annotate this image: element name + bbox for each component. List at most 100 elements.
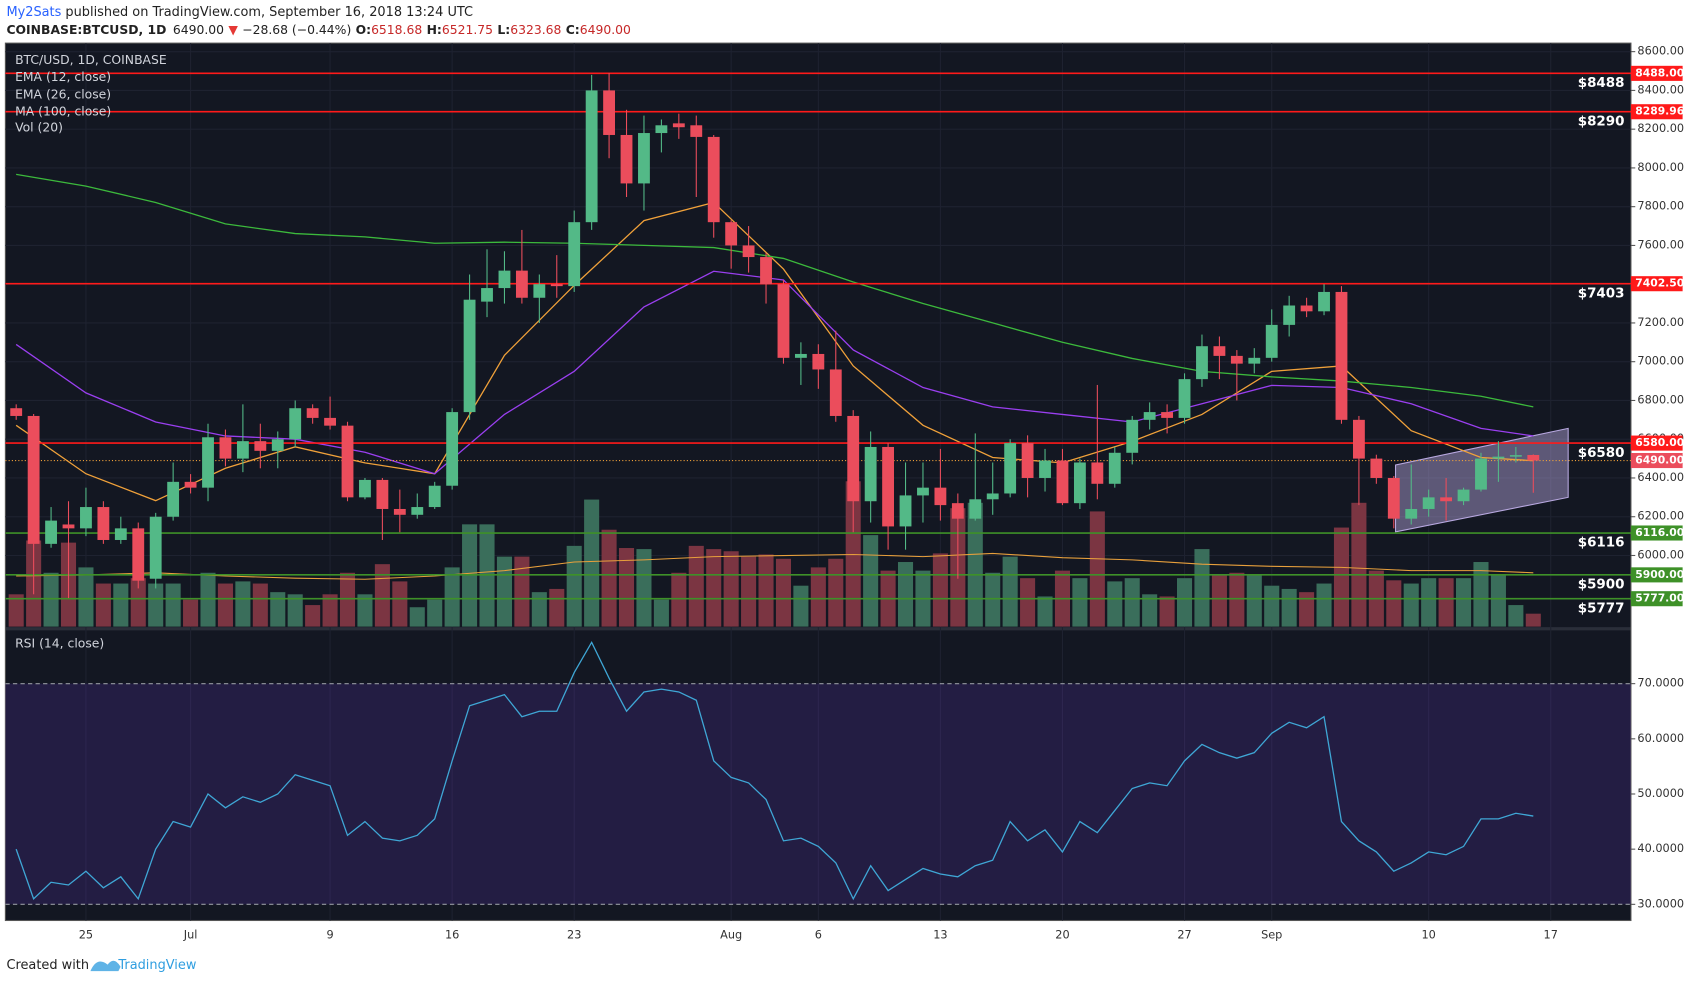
level-axis-box bbox=[1630, 65, 1683, 81]
candle-body bbox=[550, 284, 563, 287]
volume-bar bbox=[1421, 578, 1437, 627]
candle-body bbox=[202, 437, 214, 488]
candle-body bbox=[97, 507, 110, 540]
volume-bar bbox=[845, 481, 861, 627]
volume-bar bbox=[1438, 578, 1454, 627]
candle-body bbox=[533, 284, 546, 298]
volume-bar bbox=[1299, 592, 1315, 627]
volume-bar bbox=[444, 567, 460, 627]
legend-entry: EMA (26, close) bbox=[15, 87, 111, 101]
volume-bar bbox=[688, 545, 704, 627]
volume-bar bbox=[601, 529, 617, 627]
rsi-tick-label: 30.0000 bbox=[1637, 897, 1684, 910]
candle-body bbox=[1021, 443, 1034, 478]
x-tick-label: 16 bbox=[445, 929, 459, 942]
candle-body bbox=[864, 446, 877, 502]
change-arrow: ▼ bbox=[228, 23, 238, 37]
x-tick-label: Jul bbox=[183, 929, 198, 942]
candle-body bbox=[1143, 412, 1156, 420]
candle-body bbox=[236, 441, 249, 459]
candle-body bbox=[1213, 346, 1226, 356]
volume-bar bbox=[531, 592, 547, 627]
volume-bar bbox=[357, 594, 373, 627]
y-tick-label: 7600.00 bbox=[1637, 238, 1684, 251]
legend-entry: MA (100, close) bbox=[15, 105, 111, 119]
volume-bar bbox=[374, 564, 390, 627]
candle-body bbox=[1422, 497, 1435, 509]
rsi-line bbox=[15, 640, 1534, 901]
grid bbox=[5, 43, 1631, 921]
candle-body bbox=[829, 369, 842, 416]
candle-body bbox=[585, 90, 598, 223]
candle-body bbox=[515, 270, 528, 298]
candle-body bbox=[289, 408, 302, 440]
candle-body bbox=[1527, 454, 1540, 461]
level-label: $5777 bbox=[1578, 601, 1625, 616]
level-label: $8488 bbox=[1578, 76, 1625, 91]
volume-bar bbox=[775, 558, 791, 627]
volume-bar bbox=[287, 594, 303, 627]
last-price: 6490.00 bbox=[173, 23, 224, 37]
volume-bar bbox=[618, 548, 635, 627]
tradingview-logo[interactable]: TradingView bbox=[90, 958, 197, 973]
volume-bar bbox=[1456, 578, 1472, 627]
author-link[interactable]: My2Sats bbox=[6, 4, 61, 19]
volume-bar bbox=[985, 572, 1001, 627]
volume-bar bbox=[95, 583, 111, 627]
level-axis-box bbox=[1630, 591, 1683, 607]
x-tick-label: 27 bbox=[1177, 929, 1191, 942]
candle-body bbox=[986, 493, 999, 500]
level-label: $6580 bbox=[1578, 446, 1625, 461]
candle-body bbox=[132, 528, 145, 581]
candle-body bbox=[812, 353, 825, 370]
footer-brand[interactable]: TradingView bbox=[117, 958, 196, 973]
candle-body bbox=[411, 507, 424, 515]
y-tick-label: 6800.00 bbox=[1637, 393, 1684, 406]
level-axis-label: 8488.00 bbox=[1635, 66, 1684, 79]
x-tick-label: 17 bbox=[1544, 929, 1558, 942]
volume-bar bbox=[217, 583, 233, 627]
level-label: $5900 bbox=[1578, 578, 1625, 593]
candle-body bbox=[446, 412, 459, 486]
ma-line bbox=[15, 270, 1534, 475]
quote-line: COINBASE:BTCUSD, 1D 6490.00 ▼ −28.68 (−0.44… bbox=[6, 23, 631, 37]
candle-body bbox=[951, 503, 964, 519]
volume-bar bbox=[113, 583, 129, 627]
level-axis-box bbox=[1630, 276, 1683, 292]
candle-body bbox=[219, 437, 232, 459]
volume-bar bbox=[130, 578, 146, 627]
candle-body bbox=[1405, 508, 1418, 519]
close-label: C: bbox=[566, 23, 580, 37]
candle-body bbox=[760, 257, 772, 285]
y-tick-label: 7800.00 bbox=[1637, 200, 1684, 213]
candle-body bbox=[777, 284, 790, 358]
volume-bar bbox=[1403, 583, 1419, 627]
volume-bar bbox=[636, 549, 652, 627]
volume-bar bbox=[549, 588, 565, 627]
volume-bar bbox=[1473, 562, 1489, 627]
x-tick-label: 6 bbox=[815, 929, 822, 942]
volume-bar bbox=[1089, 511, 1105, 627]
volume-bar bbox=[1281, 588, 1297, 627]
logo-icon bbox=[90, 960, 121, 972]
volume-layer bbox=[8, 481, 1541, 627]
volume-bar bbox=[741, 556, 757, 627]
volume-bar bbox=[1002, 556, 1018, 627]
candle-body bbox=[917, 487, 929, 496]
candle-body bbox=[934, 487, 947, 506]
volume-bar bbox=[653, 599, 669, 627]
volume-bar bbox=[183, 599, 199, 627]
y-tick-label: 6200.00 bbox=[1637, 510, 1684, 523]
volume-bar bbox=[1490, 574, 1506, 627]
candle-body bbox=[1440, 497, 1453, 502]
volume-bar bbox=[200, 572, 216, 627]
volume-bar bbox=[148, 583, 164, 627]
level-axis-label: 7402.50 bbox=[1635, 277, 1684, 290]
candle-body bbox=[1283, 305, 1296, 325]
rsi-layer bbox=[5, 640, 1631, 905]
volume-bar bbox=[810, 567, 826, 627]
candle-body bbox=[1108, 452, 1121, 484]
high-label: H: bbox=[427, 23, 442, 37]
level-axis-label: 6580.00 bbox=[1635, 436, 1684, 449]
candle-body bbox=[1318, 291, 1330, 312]
